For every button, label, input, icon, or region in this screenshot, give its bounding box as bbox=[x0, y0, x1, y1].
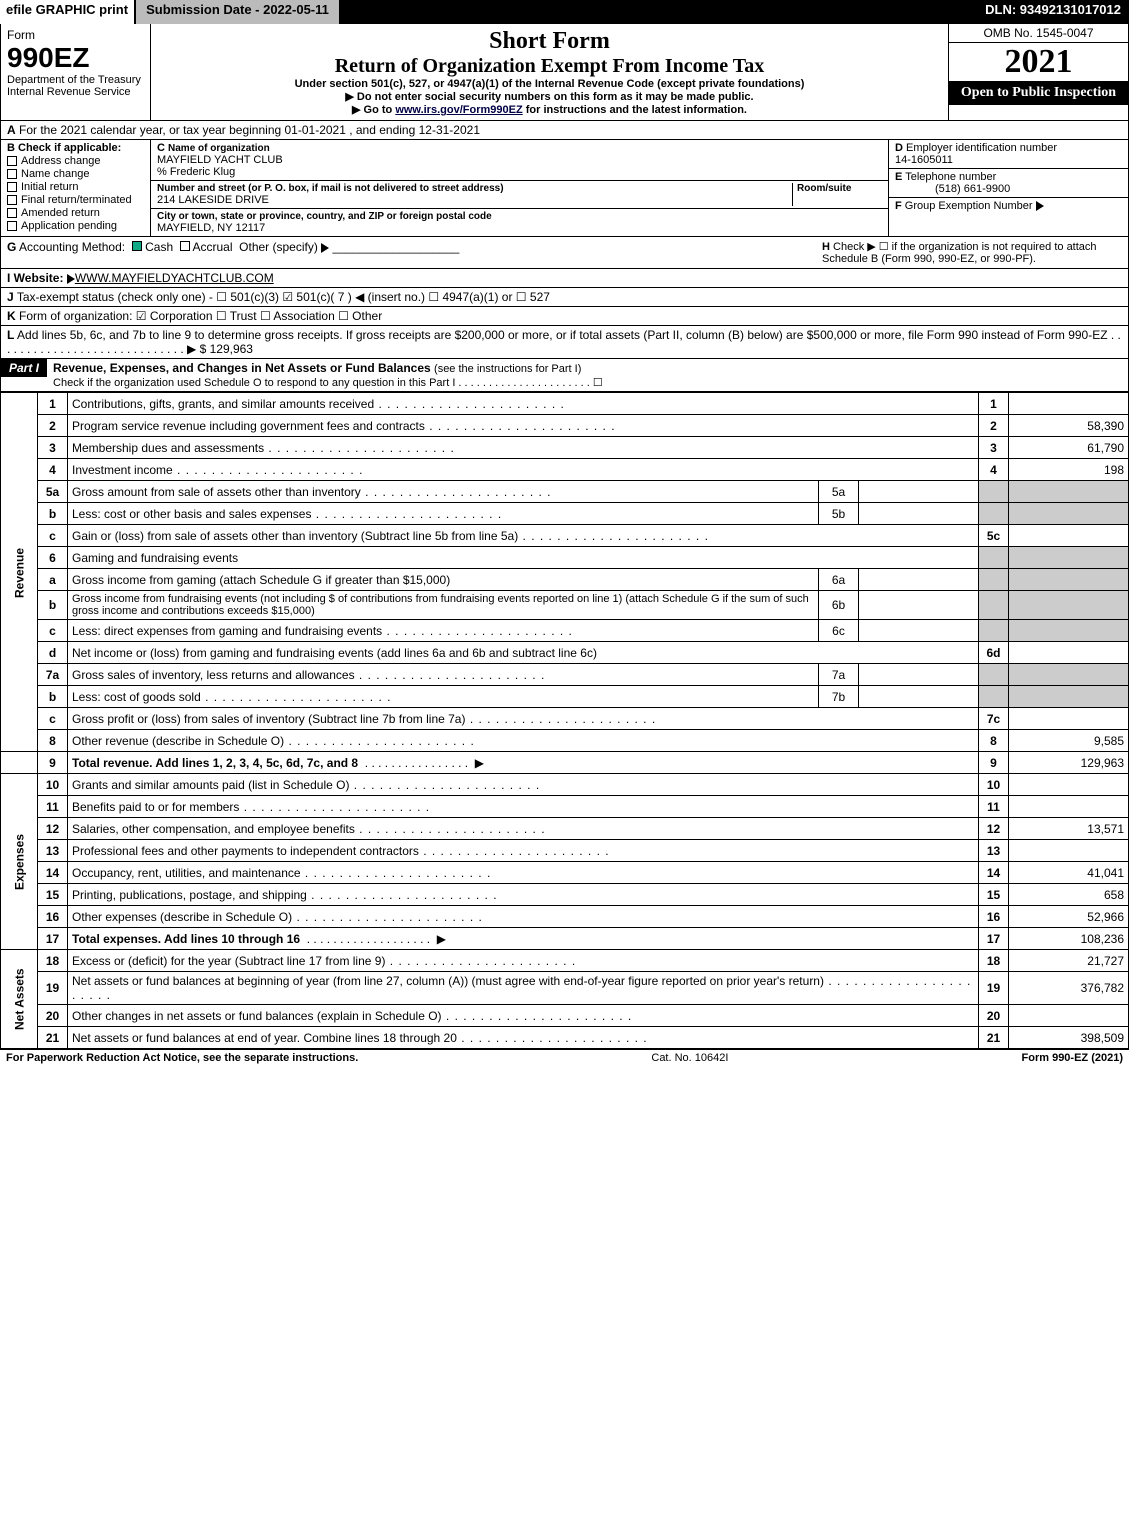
footer-right: Form 990-EZ (2021) bbox=[1022, 1052, 1123, 1064]
amt-12: 13,571 bbox=[1009, 818, 1129, 840]
val-7a bbox=[859, 664, 979, 686]
amt-2: 58,390 bbox=[1009, 415, 1129, 437]
tax-year: 2021 bbox=[949, 43, 1128, 81]
open-to-public: Open to Public Inspection bbox=[949, 81, 1128, 105]
triangle-icon bbox=[1036, 201, 1044, 211]
row-a: A For the 2021 calendar year, or tax yea… bbox=[0, 121, 1129, 140]
efile-label: efile GRAPHIC print bbox=[0, 0, 134, 24]
footer-left: For Paperwork Reduction Act Notice, see … bbox=[6, 1052, 358, 1064]
amt-1 bbox=[1009, 393, 1129, 415]
chk-initial-return[interactable] bbox=[7, 182, 17, 192]
care-of: % Frederic Klug bbox=[157, 166, 882, 178]
chk-application-pending[interactable] bbox=[7, 221, 17, 231]
form-header: Form 990EZ Department of the Treasury In… bbox=[0, 24, 1129, 121]
section-def: D Employer identification number14-16050… bbox=[888, 140, 1128, 236]
row-j: J Tax-exempt status (check only one) - ☐… bbox=[0, 288, 1129, 307]
part-i-header: Part I Revenue, Expenses, and Changes in… bbox=[0, 359, 1129, 392]
phone: (518) 661-9900 bbox=[895, 183, 1010, 195]
amt-13 bbox=[1009, 840, 1129, 862]
section-b: B Check if applicable: Address change Na… bbox=[1, 140, 151, 236]
omb-number: OMB No. 1545-0047 bbox=[949, 24, 1128, 43]
chk-final-return[interactable] bbox=[7, 195, 17, 205]
form-number: 990EZ bbox=[7, 42, 144, 74]
amt-3: 61,790 bbox=[1009, 437, 1129, 459]
row-g-h: G Accounting Method: Cash Accrual Other … bbox=[0, 237, 1129, 269]
chk-address-change[interactable] bbox=[7, 156, 17, 166]
amt-17: 108,236 bbox=[1009, 928, 1129, 950]
amt-5c bbox=[1009, 525, 1129, 547]
amt-10 bbox=[1009, 774, 1129, 796]
val-7b bbox=[859, 686, 979, 708]
irs-label: Internal Revenue Service bbox=[7, 86, 144, 98]
street-address: 214 LAKESIDE DRIVE bbox=[157, 194, 792, 206]
row-k: K Form of organization: ☑ Corporation ☐ … bbox=[0, 307, 1129, 326]
irs-link[interactable]: www.irs.gov/Form990EZ bbox=[395, 104, 522, 116]
form-word: Form bbox=[7, 28, 144, 42]
chk-amended[interactable] bbox=[7, 208, 17, 218]
footer: For Paperwork Reduction Act Notice, see … bbox=[0, 1049, 1129, 1066]
val-5b bbox=[859, 503, 979, 525]
amt-7c bbox=[1009, 708, 1129, 730]
netassets-sidebar: Net Assets bbox=[1, 950, 38, 1049]
amt-6d bbox=[1009, 642, 1129, 664]
amt-8: 9,585 bbox=[1009, 730, 1129, 752]
val-6a bbox=[859, 569, 979, 591]
amt-16: 52,966 bbox=[1009, 906, 1129, 928]
top-bar: efile GRAPHIC print Submission Date - 20… bbox=[0, 0, 1129, 24]
amt-21: 398,509 bbox=[1009, 1027, 1129, 1049]
ein: 14-1605011 bbox=[895, 154, 953, 166]
part-i-label: Part I bbox=[1, 359, 47, 377]
org-name: MAYFIELD YACHT CLUB bbox=[157, 154, 882, 166]
triangle-icon bbox=[67, 274, 75, 284]
row-l: L Add lines 5b, 6c, and 7b to line 9 to … bbox=[0, 326, 1129, 359]
submission-date: Submission Date - 2022-05-11 bbox=[134, 0, 341, 24]
goto-line: ▶ Go to www.irs.gov/Form990EZ for instru… bbox=[157, 103, 942, 116]
return-title: Return of Organization Exempt From Incom… bbox=[157, 55, 942, 78]
revenue-table: Revenue 1Contributions, gifts, grants, a… bbox=[0, 392, 1129, 1049]
amt-15: 658 bbox=[1009, 884, 1129, 906]
footer-center: Cat. No. 10642I bbox=[651, 1052, 728, 1064]
amt-14: 41,041 bbox=[1009, 862, 1129, 884]
revenue-sidebar: Revenue bbox=[1, 393, 38, 752]
under-section: Under section 501(c), 527, or 4947(a)(1)… bbox=[157, 78, 942, 90]
val-6b bbox=[859, 591, 979, 620]
triangle-icon bbox=[321, 243, 329, 253]
chk-cash[interactable] bbox=[132, 241, 142, 251]
no-ssn-note: ▶ Do not enter social security numbers o… bbox=[157, 90, 942, 103]
expenses-sidebar: Expenses bbox=[1, 774, 38, 950]
amt-20 bbox=[1009, 1005, 1129, 1027]
website-link[interactable]: WWW.MAYFIELDYACHTCLUB.COM bbox=[75, 271, 274, 285]
val-6c bbox=[859, 620, 979, 642]
identity-block: B Check if applicable: Address change Na… bbox=[0, 140, 1129, 237]
short-form-title: Short Form bbox=[157, 28, 942, 55]
row-i: I Website: WWW.MAYFIELDYACHTCLUB.COM bbox=[0, 269, 1129, 288]
chk-accrual[interactable] bbox=[180, 241, 190, 251]
amt-19: 376,782 bbox=[1009, 972, 1129, 1005]
amt-18: 21,727 bbox=[1009, 950, 1129, 972]
city-state-zip: MAYFIELD, NY 12117 bbox=[157, 222, 882, 234]
val-5a bbox=[859, 481, 979, 503]
amt-9: 129,963 bbox=[1009, 752, 1129, 774]
amt-11 bbox=[1009, 796, 1129, 818]
dln-label: DLN: 93492131017012 bbox=[977, 0, 1129, 24]
dept-label: Department of the Treasury bbox=[7, 74, 144, 86]
chk-name-change[interactable] bbox=[7, 169, 17, 179]
amt-4: 198 bbox=[1009, 459, 1129, 481]
section-c: C Name of organization MAYFIELD YACHT CL… bbox=[151, 140, 888, 236]
